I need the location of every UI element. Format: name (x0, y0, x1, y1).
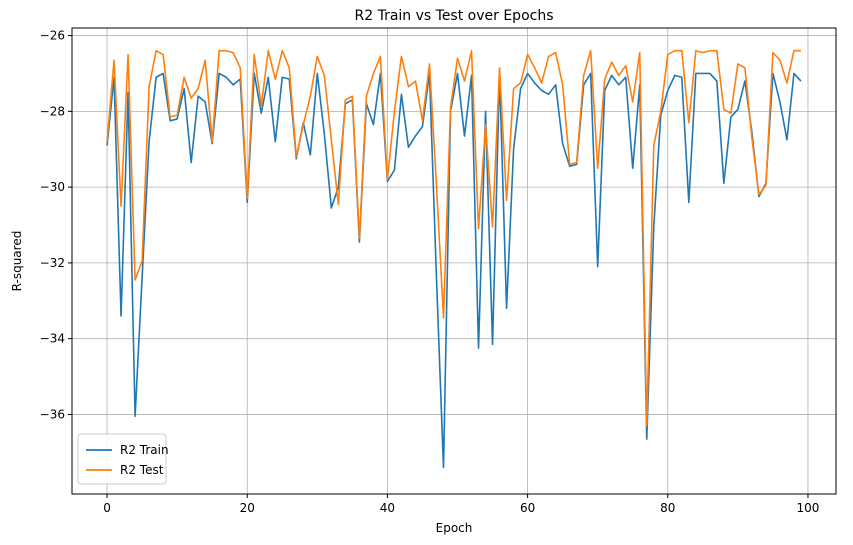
x-tick-label: 40 (380, 501, 395, 515)
plot-frame (71, 27, 837, 495)
legend-label: R2 Train (120, 443, 169, 457)
x-tick-label: 20 (240, 501, 255, 515)
legend: R2 Train R2 Test (77, 433, 169, 485)
x-tick-label: 60 (520, 501, 535, 515)
y-tick-label: −34 (40, 332, 65, 346)
x-axis-label: Epoch (436, 521, 473, 535)
x-axis: 0 20 40 60 80 100 (103, 494, 819, 515)
legend-label: R2 Test (120, 463, 164, 477)
x-tick-label: 80 (660, 501, 675, 515)
y-tick-label: −32 (40, 256, 65, 270)
y-axis-label: R-squared (10, 231, 24, 292)
y-tick-label: −28 (40, 104, 65, 118)
y-tick-label: −36 (40, 407, 65, 421)
series-line-r2-test (106, 49, 801, 427)
y-axis: −36 −34 −32 −30 −28 −26 (40, 29, 72, 421)
chart-title: R2 Train vs Test over Epochs (354, 8, 553, 24)
grid (72, 28, 836, 494)
series-line-r2-train (106, 72, 802, 469)
legend-box (77, 433, 167, 485)
y-tick-label: −30 (40, 180, 65, 194)
x-tick-label: 0 (103, 501, 111, 515)
series-layer (106, 49, 802, 469)
y-tick-label: −26 (40, 29, 65, 43)
x-tick-label: 100 (797, 501, 820, 515)
